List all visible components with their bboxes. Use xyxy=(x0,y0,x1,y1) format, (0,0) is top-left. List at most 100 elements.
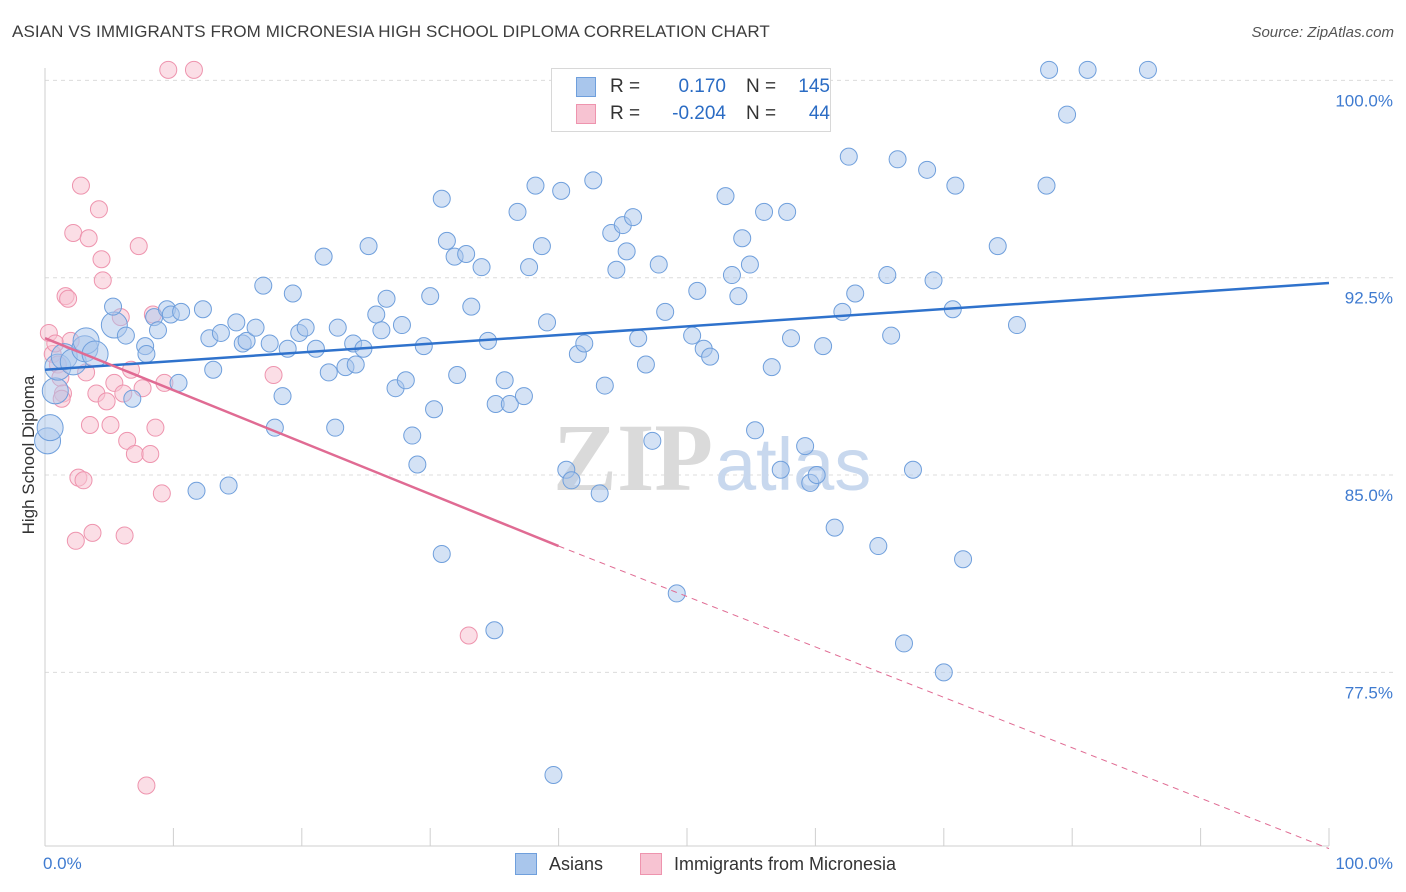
asian-point xyxy=(414,337,433,356)
y-tick-label: 77.5% xyxy=(1345,683,1393,702)
asian-point xyxy=(211,323,230,342)
micronesia-point xyxy=(459,626,478,645)
correlation-legend: R = 0.170 N = 145 R = -0.204 N = 44 xyxy=(551,68,831,132)
asian-point xyxy=(172,302,191,321)
axes xyxy=(44,68,1330,847)
asian-point xyxy=(722,266,741,285)
asian-point xyxy=(1138,60,1157,79)
asian-point xyxy=(833,302,852,321)
x-tick-label-start: 0.0% xyxy=(43,854,82,873)
asian-point xyxy=(1037,176,1056,195)
trend-lines xyxy=(44,281,1330,850)
grid-lines xyxy=(45,79,1393,673)
asian-point xyxy=(457,245,476,264)
asian-point xyxy=(104,297,123,316)
asian-point xyxy=(367,305,386,324)
asian-point xyxy=(432,544,451,563)
asian-point xyxy=(888,150,907,169)
asian-point xyxy=(814,337,833,356)
asian-point xyxy=(204,360,223,379)
watermark: ZIP atlas xyxy=(553,404,871,511)
micronesia-point xyxy=(125,444,144,463)
asian-point xyxy=(137,344,156,363)
asian-point xyxy=(746,421,765,440)
asian-point xyxy=(377,289,396,308)
bottom-legend-asians: Asians xyxy=(515,851,603,877)
asian-point xyxy=(882,326,901,345)
asian-point xyxy=(649,255,668,274)
micronesia-swatch xyxy=(576,104,596,124)
asian-point xyxy=(617,242,636,261)
asian-point xyxy=(590,484,609,503)
asian-point xyxy=(1040,60,1059,79)
micronesia-point xyxy=(80,416,99,435)
asian-point xyxy=(41,377,69,405)
asian-point xyxy=(796,437,815,456)
asian-point xyxy=(1058,105,1077,124)
asian-point xyxy=(839,147,858,166)
asian-point xyxy=(237,331,256,350)
asian-point xyxy=(296,318,315,337)
legend-r-label: R = xyxy=(610,103,641,124)
asian-point xyxy=(421,287,440,306)
micronesia-point xyxy=(152,484,171,503)
asian-legend-label: Asians xyxy=(549,853,604,874)
micronesia-point xyxy=(115,526,134,545)
asian-point xyxy=(462,297,481,316)
asian-point xyxy=(954,550,973,569)
asian-point xyxy=(246,318,265,337)
asian-point xyxy=(894,634,913,653)
asian-point xyxy=(716,187,735,206)
asian-point xyxy=(924,271,943,290)
asian-point xyxy=(514,387,533,406)
asian-point xyxy=(918,160,937,179)
asian-point xyxy=(392,316,411,335)
legend-r-value: 0.170 xyxy=(678,76,726,97)
asian-point xyxy=(778,202,797,221)
asian-point xyxy=(193,300,212,319)
asian-point xyxy=(425,400,444,419)
micronesia-point xyxy=(159,60,178,79)
legend-row-asians: R = 0.170 N = 145 xyxy=(576,74,830,100)
y-tick-label: 92.5% xyxy=(1345,289,1393,308)
asian-point xyxy=(595,376,614,395)
legend-n-value: 145 xyxy=(798,76,830,97)
asian-point xyxy=(408,455,427,474)
micronesia-point xyxy=(79,229,98,248)
asian-point xyxy=(771,460,790,479)
asian-point xyxy=(227,313,246,332)
asian-point xyxy=(552,181,571,200)
asian-point xyxy=(260,334,279,353)
asian-point xyxy=(733,229,752,248)
legend-n-label: N = xyxy=(746,103,777,124)
asian-point xyxy=(607,260,626,279)
asian-point xyxy=(846,284,865,303)
asian-point xyxy=(326,418,345,437)
asian-point xyxy=(359,237,378,256)
asian-point xyxy=(688,281,707,300)
asian-point xyxy=(314,247,333,266)
asian-point xyxy=(878,266,897,285)
micronesia-legend-swatch xyxy=(640,853,662,875)
asian-point xyxy=(273,387,292,406)
legend-r-label: R = xyxy=(610,76,641,97)
asian-point xyxy=(782,329,801,348)
asian-point xyxy=(934,663,953,682)
asian-point xyxy=(538,313,557,332)
asian-point xyxy=(869,537,888,556)
asian-point xyxy=(403,426,422,445)
asian-point xyxy=(520,258,539,277)
asian-point xyxy=(254,276,273,295)
asian-point xyxy=(283,284,302,303)
micronesia-point xyxy=(146,418,165,437)
asian-point xyxy=(629,329,648,348)
micronesia-point xyxy=(83,523,102,542)
micronesia-point xyxy=(264,366,283,385)
y-tick-label: 85.0% xyxy=(1345,486,1393,505)
asian-swatch xyxy=(576,77,596,97)
asian-point xyxy=(643,431,662,450)
asian-point xyxy=(762,358,781,377)
asian-point xyxy=(508,202,527,221)
asian-point xyxy=(448,366,467,385)
asian-point xyxy=(667,584,686,603)
